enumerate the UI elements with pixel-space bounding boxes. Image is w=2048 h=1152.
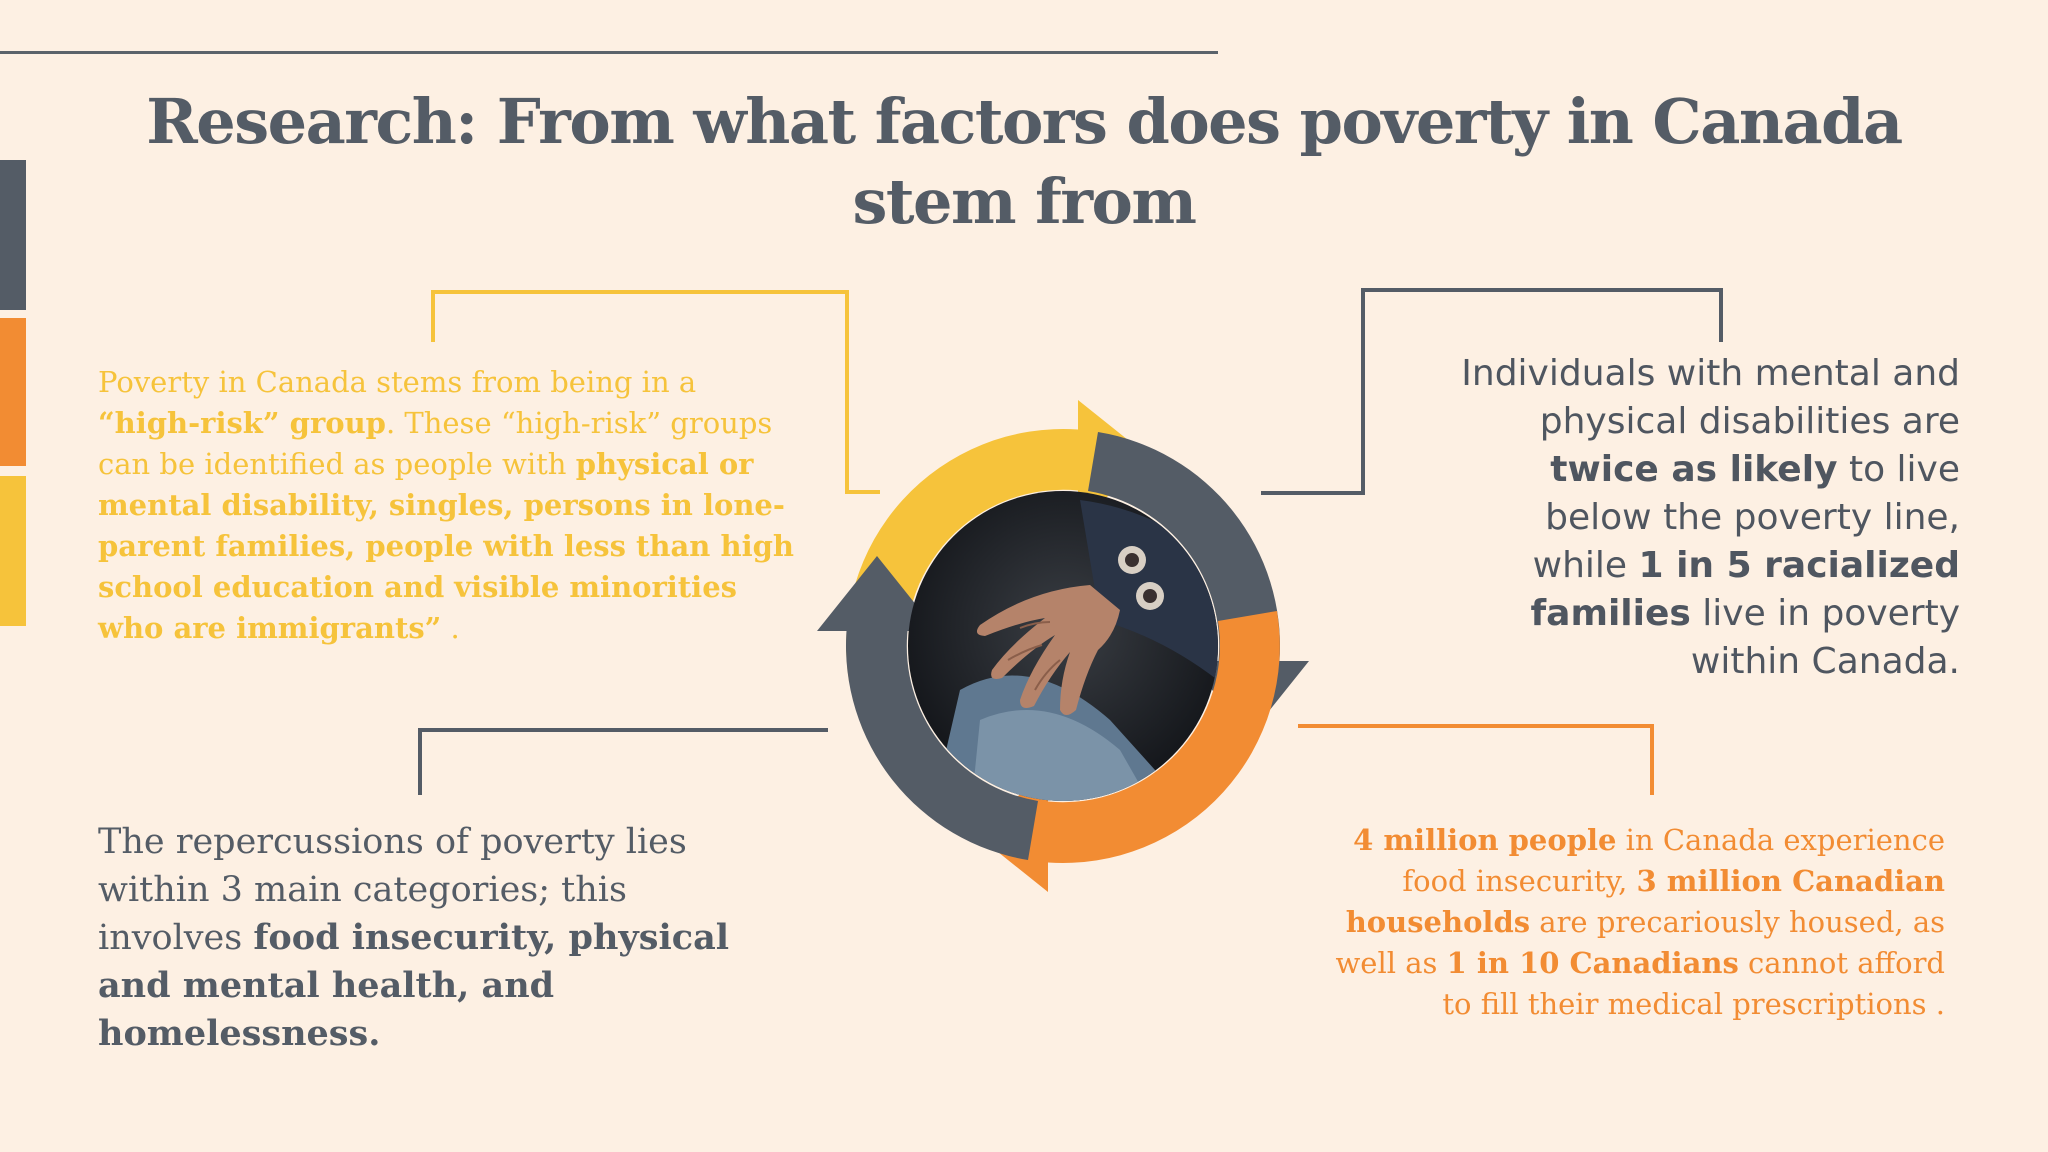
text-bold-segment: 4 million people [1353,823,1617,857]
text-segment: cannot afford to fill their medical pres… [1442,946,1945,1021]
text-segment: in Canada experience food insecurity, [1402,823,1945,898]
text-bold-segment: 1 in 10 Canadians [1446,946,1739,980]
text-food-insecurity-stats: 4 million people in Canada experience fo… [1330,820,1945,1025]
text-repercussions: The repercussions of poverty lies within… [98,818,738,1058]
connector-top-left [431,290,880,494]
text-bold-segment: “high-risk” group [98,406,386,440]
connector-bottom-left [418,728,828,795]
side-bar-orange [0,318,26,466]
cycle-arrow-yellow [846,400,1153,681]
text-segment: . [441,611,460,645]
text-segment: . These “high-risk” groups can be identi… [98,406,773,481]
connector-bottom-right [1298,724,1654,795]
text-segment: live in poverty within Canada. [1690,593,1960,682]
cycle-arrow-slate-left [817,556,1038,860]
text-bold-segment: 1 in 5 racialized families [1530,545,1961,634]
text-segment: The repercussions of poverty lies within… [98,822,687,958]
text-bold-segment: twice as likely [1550,449,1838,490]
text-disabilities-racialized: Individuals with mental and physical dis… [1440,350,1960,686]
top-rule [0,51,1218,54]
text-segment: to live below the poverty line, while [1532,449,1960,586]
side-bar-slate [0,160,26,310]
text-segment: Individuals with mental and physical dis… [1461,353,1960,442]
connector-top-right [1261,288,1723,495]
page-title: Research: From what factors does poverty… [146,85,1903,238]
side-bar-yellow [0,476,26,626]
text-bold-segment: food insecurity, physical and mental hea… [98,917,730,1054]
text-segment: Poverty in Canada stems from being in a [98,365,697,399]
text-segment: are precariously housed, as well as [1335,905,1945,980]
text-bold-segment: physical or mental disability, singles, … [98,447,794,645]
cycle-diagram [817,400,1309,892]
text-bold-segment: 3 million Canadian households [1345,864,1945,939]
text-high-risk-groups: Poverty in Canada stems from being in a … [98,362,798,649]
cycle-arrow-orange [973,611,1280,892]
photo-elderly-hand-icon [908,491,1218,801]
